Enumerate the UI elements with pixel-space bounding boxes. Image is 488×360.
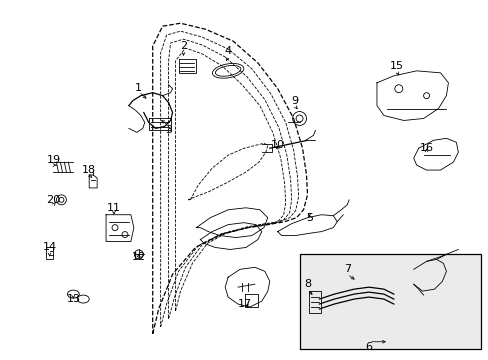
Bar [299, 255, 480, 349]
Text: 1: 1 [135, 83, 142, 93]
Text: 11: 11 [107, 203, 121, 213]
Text: 13: 13 [66, 294, 80, 304]
Text: 19: 19 [46, 155, 61, 165]
Text: 17: 17 [238, 299, 251, 309]
Text: 7: 7 [343, 264, 350, 274]
Bar [309, 291, 321, 313]
Text: 5: 5 [305, 213, 312, 223]
Text: 18: 18 [82, 165, 96, 175]
Text: 3: 3 [165, 125, 172, 135]
Text: 10: 10 [270, 140, 284, 150]
Text: 12: 12 [131, 252, 145, 262]
Text: 8: 8 [304, 279, 310, 289]
Text: 2: 2 [180, 41, 186, 51]
Text: 6: 6 [365, 342, 372, 352]
Text: 20: 20 [46, 195, 61, 205]
Text: 4: 4 [224, 46, 231, 56]
Text: 14: 14 [42, 243, 57, 252]
Text: 15: 15 [389, 61, 403, 71]
Text: 16: 16 [419, 143, 433, 153]
Text: 9: 9 [290, 96, 298, 105]
